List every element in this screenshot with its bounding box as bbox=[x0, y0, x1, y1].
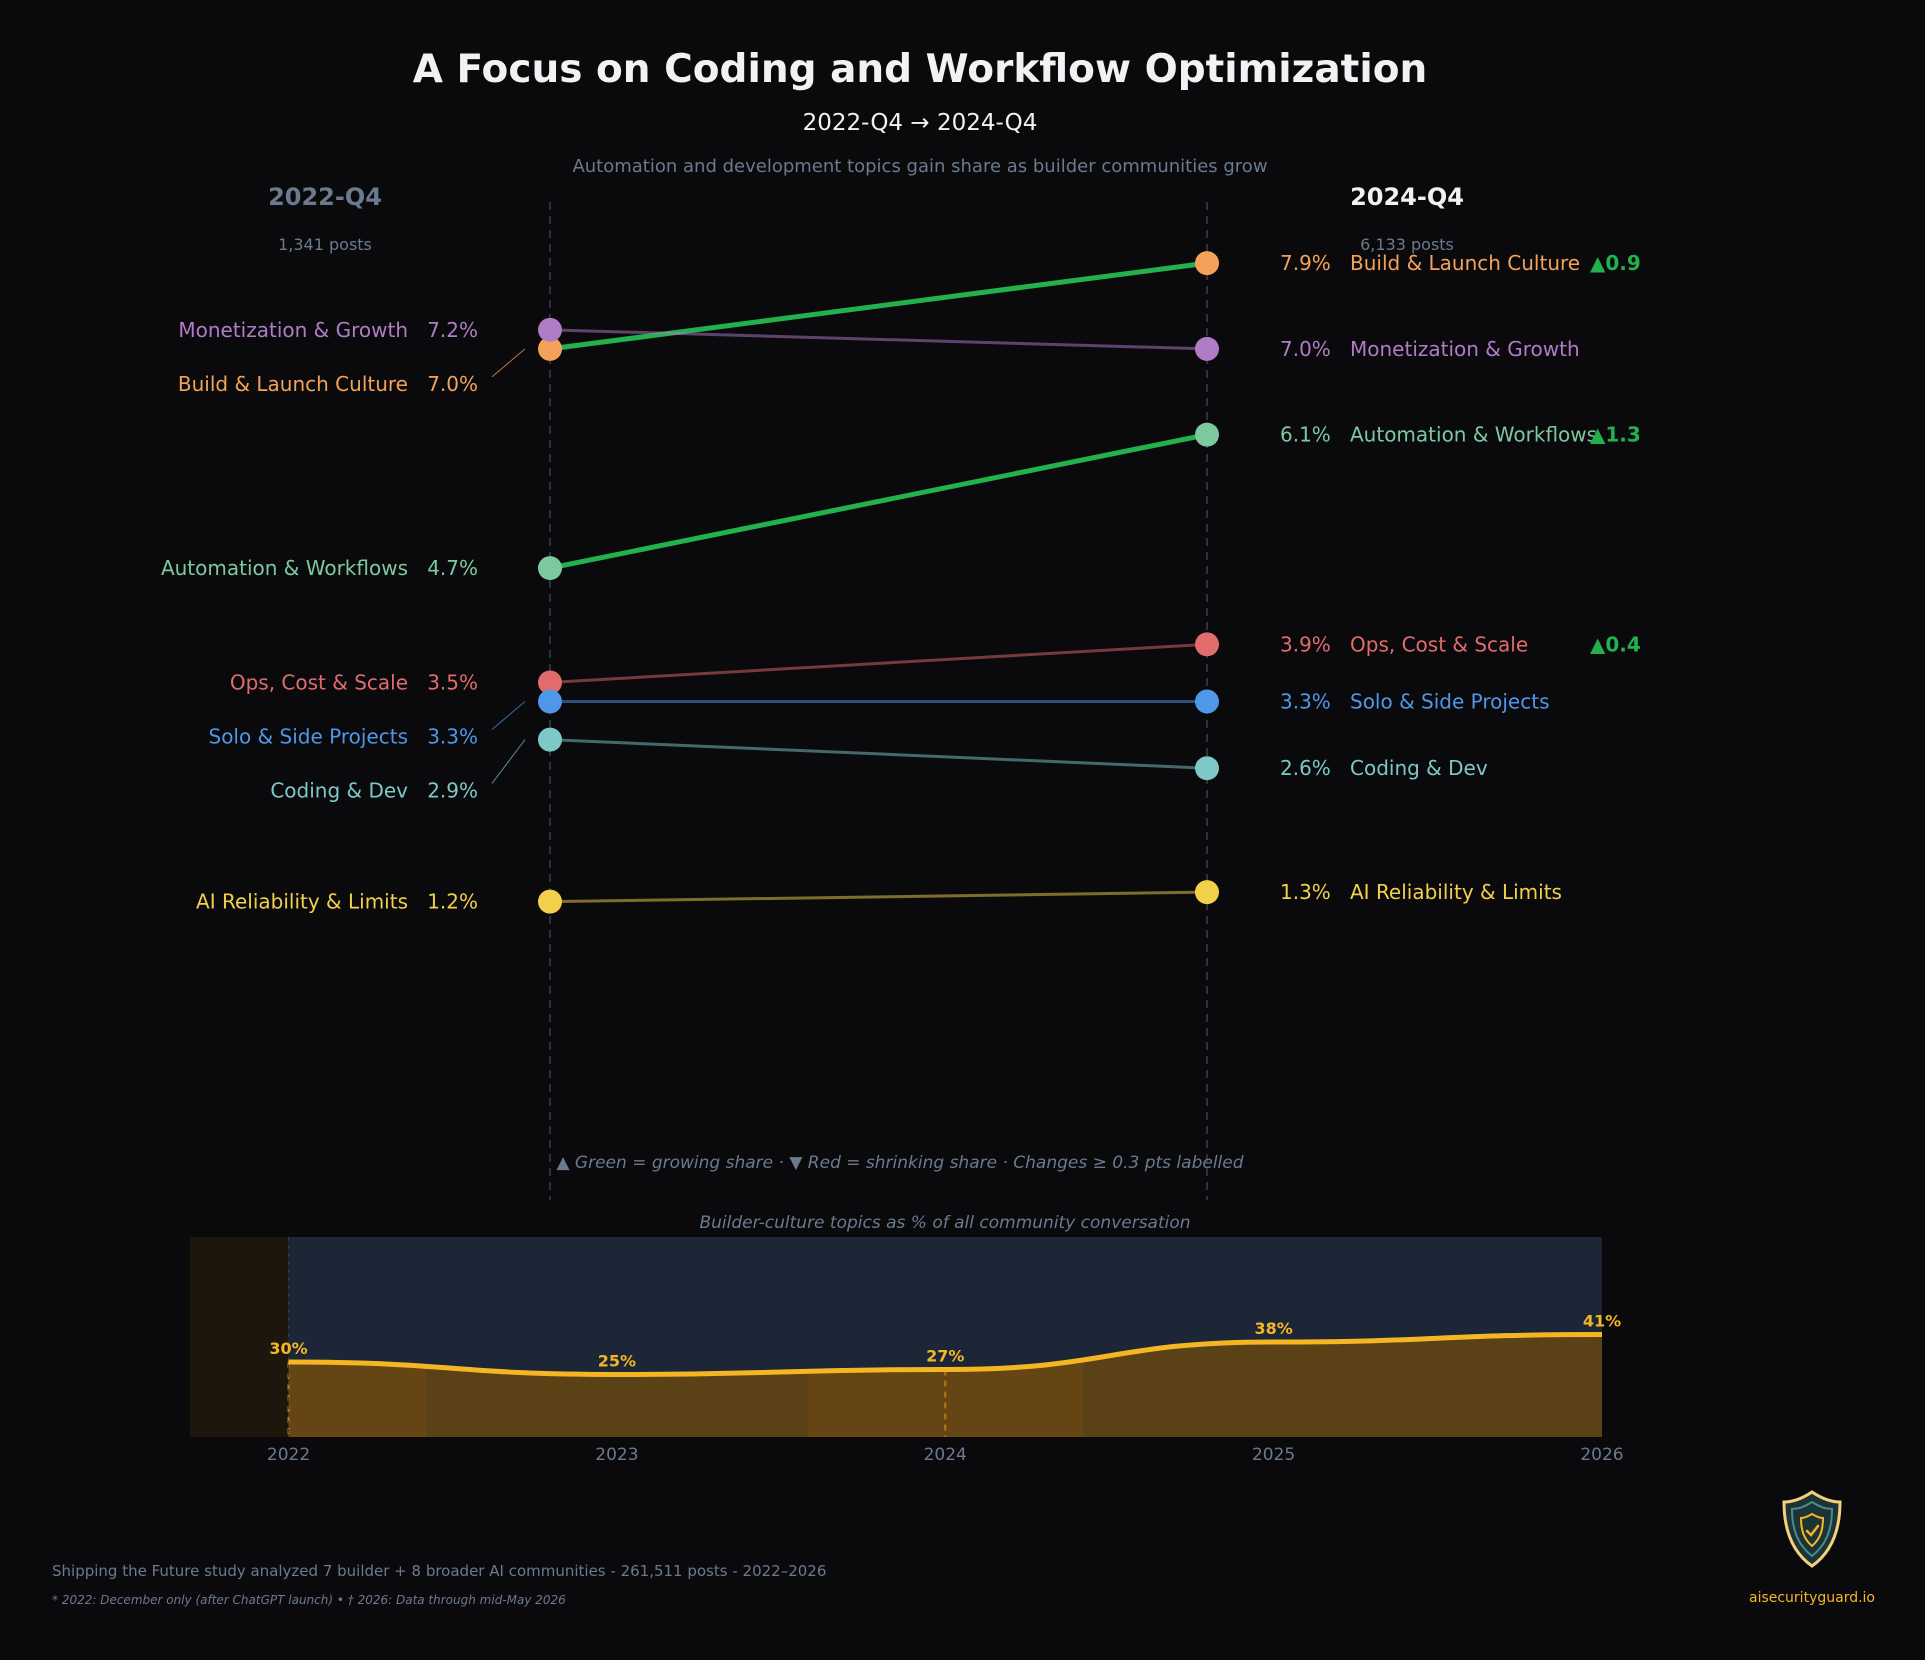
label-end-name: Build & Launch Culture bbox=[1350, 251, 1580, 275]
label-start-value: 4.7% bbox=[427, 556, 478, 580]
slope-layer: 7.0% Build & Launch Culture 7.9% Build & La… bbox=[161, 251, 1641, 914]
label-start-value: 3.5% bbox=[427, 670, 478, 694]
brand-text: aisecurityguard.io bbox=[1749, 1590, 1875, 1606]
label-end-value: 6.1% bbox=[1280, 423, 1331, 447]
label-delta: ▲0.4 bbox=[1590, 632, 1641, 656]
label-start-value: 1.2% bbox=[427, 890, 478, 914]
label-end-value: 2.6% bbox=[1280, 756, 1331, 780]
slope-point-start bbox=[538, 727, 562, 752]
label-end-value: 3.3% bbox=[1280, 690, 1331, 714]
label-end-name: Automation & Workflows bbox=[1350, 423, 1597, 447]
label-end-value: 1.3% bbox=[1280, 880, 1331, 904]
label-start-value: 2.9% bbox=[427, 778, 478, 802]
label-end-value: 7.0% bbox=[1280, 337, 1331, 361]
area-x-tick: 2026 bbox=[1580, 1445, 1623, 1465]
slope-point-end bbox=[1195, 251, 1219, 276]
legend-note: ▲ Green = growing share · ▼ Red = shrink… bbox=[556, 1153, 1243, 1173]
area-data-label: 30% bbox=[269, 1339, 307, 1358]
footer-study: Shipping the Future study analyzed 7 bui… bbox=[52, 1562, 826, 1580]
label-delta: ▲0.9 bbox=[1590, 251, 1641, 275]
label-end-value: 7.9% bbox=[1280, 251, 1331, 275]
label-start-name: Solo & Side Projects bbox=[209, 724, 409, 748]
label-start-value: 7.0% bbox=[427, 372, 478, 396]
area-data-label: 38% bbox=[1254, 1319, 1292, 1338]
label-start-name: Ops, Cost & Scale bbox=[230, 670, 408, 694]
area-x-tick: 2022 bbox=[267, 1445, 310, 1465]
area-layer: 30% 2022 25% 2023 27% 2024 38% 2025 41% 2026 bbox=[190, 1237, 1624, 1465]
label-end-value: 3.9% bbox=[1280, 632, 1331, 656]
label-start-name: AI Reliability & Limits bbox=[196, 890, 408, 914]
area-data-label: 41% bbox=[1583, 1312, 1621, 1331]
slope-point-start bbox=[538, 689, 562, 714]
label-end-name: AI Reliability & Limits bbox=[1350, 880, 1562, 904]
area-x-tick: 2025 bbox=[1252, 1445, 1295, 1465]
slope-point-end bbox=[1195, 880, 1219, 905]
label-start-value: 7.2% bbox=[427, 318, 478, 342]
slope-line bbox=[549, 260, 1208, 352]
slope-line bbox=[549, 432, 1208, 571]
label-start-name: Build & Launch Culture bbox=[178, 372, 408, 396]
period-left-posts: 1,341 posts bbox=[278, 235, 372, 254]
slope-point-start bbox=[538, 556, 562, 581]
mini-chart-title: Builder-culture topics as % of all commu… bbox=[699, 1213, 1190, 1233]
label-start-name: Automation & Workflows bbox=[161, 556, 408, 580]
footer-note: * 2022: December only (after ChatGPT lau… bbox=[52, 1593, 566, 1607]
period-right-posts: 6,133 posts bbox=[1360, 235, 1454, 254]
chart-subtitle: 2022-Q4 → 2024-Q4 bbox=[803, 110, 1038, 136]
slope-point-start bbox=[538, 889, 562, 914]
slope-point-end bbox=[1195, 422, 1219, 447]
label-start-value: 3.3% bbox=[427, 724, 478, 748]
period-right-label: 2024-Q4 bbox=[1350, 183, 1464, 211]
slope-point-end bbox=[1195, 689, 1219, 714]
label-start-name: Coding & Dev bbox=[270, 778, 408, 802]
label-delta: ▲1.3 bbox=[1590, 423, 1641, 447]
area-data-label: 25% bbox=[598, 1352, 636, 1371]
leader-line bbox=[491, 348, 526, 378]
chart-title: A Focus on Coding and Workflow Optimizat… bbox=[413, 47, 1428, 92]
area-x-tick: 2023 bbox=[595, 1445, 638, 1465]
label-end-name: Monetization & Growth bbox=[1350, 337, 1580, 361]
slope-point-start bbox=[538, 317, 562, 342]
slope-point-end bbox=[1195, 336, 1219, 361]
slope-line bbox=[549, 738, 1208, 770]
leader-line bbox=[491, 701, 526, 730]
slope-point-end bbox=[1195, 756, 1219, 781]
slope-line bbox=[549, 328, 1208, 351]
period-left-label: 2022-Q4 bbox=[268, 183, 382, 211]
label-start-name: Monetization & Growth bbox=[178, 318, 408, 342]
leader-line bbox=[491, 739, 526, 784]
slope-point-start bbox=[538, 670, 562, 695]
slope-point-start bbox=[538, 336, 562, 361]
label-end-name: Coding & Dev bbox=[1350, 756, 1488, 780]
area-line bbox=[288, 1332, 1603, 1378]
area-x-tick: 2024 bbox=[924, 1445, 967, 1465]
shield-check-icon bbox=[1782, 1490, 1842, 1568]
area-pre-period bbox=[190, 1237, 289, 1437]
label-end-name: Ops, Cost & Scale bbox=[1350, 632, 1528, 656]
slope-line bbox=[549, 890, 1208, 904]
slope-point-end bbox=[1195, 632, 1219, 657]
area-data-label: 27% bbox=[926, 1347, 964, 1366]
label-end-name: Solo & Side Projects bbox=[1350, 690, 1550, 714]
chart-description: Automation and development topics gain s… bbox=[572, 156, 1267, 177]
slope-line bbox=[549, 642, 1208, 684]
